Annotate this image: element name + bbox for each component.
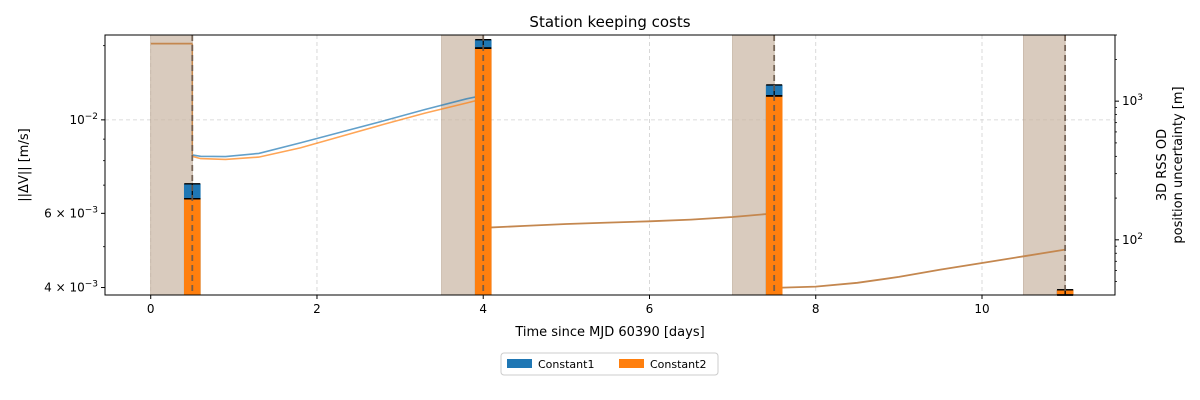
y2-tick-label: 103	[1122, 93, 1143, 108]
y2-axis-label-line1: 3D RSS OD	[1155, 129, 1170, 201]
x-tick-label: 2	[313, 302, 321, 316]
legend-swatch-constant1	[507, 359, 532, 368]
x-tick-label: 8	[812, 302, 820, 316]
x-tick-label: 10	[974, 302, 989, 316]
uncertainty-curves	[150, 42, 1066, 289]
y-axis-left: 4 × 10−3 6 × 10−3 10−2	[44, 45, 105, 295]
x-axis-label: Time since MJD 60390 [days]	[514, 325, 704, 340]
y-axis-label: ||ΔV|| [m/s]	[17, 128, 32, 201]
legend-swatch-constant2	[619, 359, 644, 368]
x-tick-label: 0	[147, 302, 155, 316]
y-tick-label: 10−2	[69, 112, 98, 127]
uncertainty-curve-constant1	[192, 94, 484, 158]
bars	[183, 38, 1074, 296]
chart-title: Station keeping costs	[529, 13, 690, 31]
uncertainty-curve-shared	[774, 248, 1066, 289]
legend-label-constant2: Constant2	[650, 358, 706, 371]
legend: Constant1 Constant2	[500, 352, 719, 376]
grid-layer	[105, 35, 1115, 295]
y-tick-label: 4 × 10−3	[44, 280, 98, 295]
shaded-windows	[150, 34, 1066, 296]
x-tick-label: 4	[479, 302, 487, 316]
maneuver-lines	[191, 35, 1067, 295]
y-tick-label: 6 × 10−3	[44, 205, 98, 220]
legend-box	[500, 352, 719, 376]
plot-frame	[104, 34, 1116, 296]
legend-label-constant1: Constant1	[538, 358, 594, 371]
y2-tick-label: 102	[1122, 232, 1143, 247]
x-tick-label: 6	[646, 302, 654, 316]
y-axis-right: 102 103	[1115, 34, 1143, 282]
uncertainty-curve-constant2	[192, 98, 484, 161]
y2-axis-label-line2: position uncertainty [m]	[1171, 86, 1186, 243]
bar-constant2	[474, 48, 492, 296]
uncertainty-curve-shared	[483, 212, 775, 229]
x-axis: 0 2 4 6 8 10	[147, 295, 990, 316]
